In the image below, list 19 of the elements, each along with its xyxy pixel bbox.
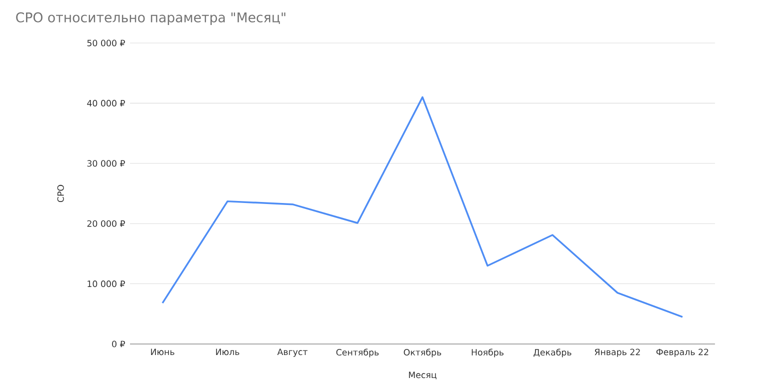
x-tick-label: Февраль 22 xyxy=(656,348,708,357)
y-tick-label: 50 000 ₽ xyxy=(87,40,125,46)
line-series xyxy=(162,96,684,318)
x-tick-label: Август xyxy=(277,348,308,357)
x-axis-title: Месяц xyxy=(409,372,436,380)
y-tick-label: 30 000 ₽ xyxy=(87,160,125,167)
y-axis-title: CPO xyxy=(57,184,64,202)
y-tick-label: 0 ₽ xyxy=(112,340,125,348)
y-tick-label: 40 000 ₽ xyxy=(87,100,125,106)
y-tick-label: 10 000 ₽ xyxy=(88,280,125,288)
x-tick-label: Январь 22 xyxy=(594,348,640,357)
x-tick-label: Ноябрь xyxy=(472,348,504,358)
y-tick-label: 20 000 ₽ xyxy=(87,220,125,227)
x-tick-label: Июль xyxy=(216,348,240,356)
x-tick-label: Октябрь xyxy=(404,348,442,358)
x-tick-label: Декабрь xyxy=(534,348,572,358)
x-tick-label: Сентябрь xyxy=(336,348,379,358)
x-tick-label: Июнь xyxy=(151,348,174,356)
chart-title: CPO относительно параметра "Месяц" xyxy=(16,12,286,25)
